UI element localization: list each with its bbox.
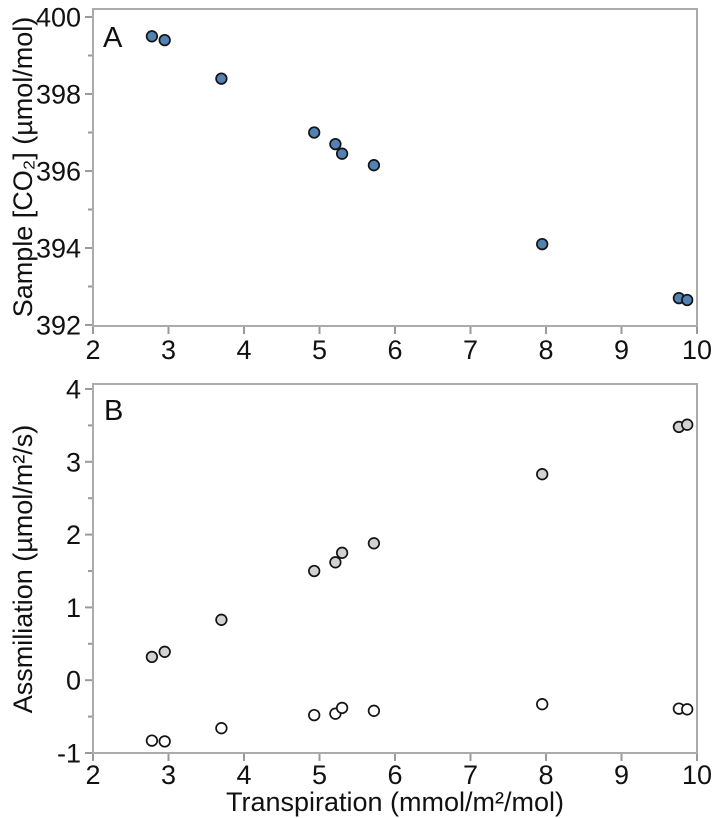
data-point-assimilation-open — [215, 722, 228, 735]
x-tick-label: 4 — [236, 760, 251, 790]
data-point-assimilation-filled — [329, 556, 342, 569]
x-tick-label: 5 — [312, 335, 327, 365]
y-tick-label: 398 — [36, 80, 81, 110]
data-point-assimilation-open — [308, 708, 321, 722]
panel-b-y-axis-title: Assmiliation (µmol/m²/s) — [8, 424, 38, 714]
panel-a-y-axis-title: Sample [CO₂] (µmol/mol) — [8, 16, 38, 318]
y-tick-label: 2 — [66, 520, 81, 550]
plot-frame — [92, 383, 698, 754]
x-tick-label: 6 — [387, 760, 402, 790]
data-point-sample-co2 — [367, 159, 381, 172]
data-point-sample-co2 — [536, 237, 549, 251]
data-point-sample-co2 — [215, 72, 228, 85]
data-point-sample-co2 — [145, 30, 159, 43]
data-point-assimilation-filled — [681, 418, 694, 431]
panel-a: 2 3 4 5 6 7 8 9 10 392 394 396 398 400 — [36, 3, 712, 366]
y-tick-label: 392 — [36, 311, 81, 341]
x-tick-label: 3 — [161, 335, 176, 365]
data-point-assimilation-filled — [536, 468, 549, 481]
data-point-assimilation-filled — [215, 613, 228, 626]
x-tick-label: 9 — [614, 760, 629, 790]
x-tick-label: 6 — [387, 335, 402, 365]
y-tick-label: -1 — [57, 739, 81, 769]
x-tick-label: 8 — [538, 335, 553, 365]
data-point-sample-co2 — [158, 33, 171, 47]
data-point-assimilation-filled — [335, 546, 349, 559]
data-point-assimilation-filled — [367, 537, 381, 550]
plot-frame — [92, 8, 698, 327]
x-tick-label: 5 — [312, 760, 327, 790]
data-point-assimilation-open — [145, 734, 159, 747]
data-point-sample-co2 — [335, 147, 349, 160]
data-point-sample-co2 — [308, 126, 321, 139]
data-point-sample-co2 — [681, 293, 694, 307]
panel-b: 2 3 4 5 6 7 8 9 10 -1 0 1 2 3 4 — [57, 375, 712, 791]
x-tick-label: 7 — [463, 760, 478, 790]
x-tick-label: 10 — [682, 335, 712, 365]
data-point-assimilation-open — [367, 704, 381, 717]
x-tick-label: 2 — [85, 335, 100, 365]
y-tick-label: 396 — [36, 157, 81, 187]
x-tick-label: 3 — [161, 760, 176, 790]
x-tick-label: 2 — [85, 760, 100, 790]
data-point-assimilation-open — [536, 698, 549, 711]
x-tick-label: 8 — [538, 760, 553, 790]
y-tick-label: 400 — [36, 3, 81, 33]
x-tick-label: 9 — [614, 335, 629, 365]
x-tick-label: 10 — [682, 760, 712, 790]
panel-a-label: A — [103, 22, 123, 54]
panel-b-label: B — [104, 395, 124, 427]
y-tick-label: 4 — [66, 375, 81, 405]
data-point-assimilation-filled — [158, 645, 171, 658]
data-point-assimilation-filled — [145, 650, 159, 664]
x-tick-label: 4 — [236, 335, 251, 365]
data-point-assimilation-open — [681, 703, 694, 716]
x-tick-label: 7 — [463, 335, 478, 365]
data-point-assimilation-open — [335, 701, 349, 715]
data-point-sample-co2 — [329, 137, 342, 151]
y-tick-label: 0 — [66, 666, 81, 696]
y-tick-label: 3 — [66, 447, 81, 477]
y-tick-label: 1 — [66, 593, 81, 623]
data-point-assimilation-filled — [308, 564, 321, 578]
data-point-assimilation-open — [158, 735, 171, 748]
y-tick-label: 394 — [36, 234, 81, 264]
x-axis-title: Transpiration (mmol/m²/mol) — [225, 787, 565, 817]
